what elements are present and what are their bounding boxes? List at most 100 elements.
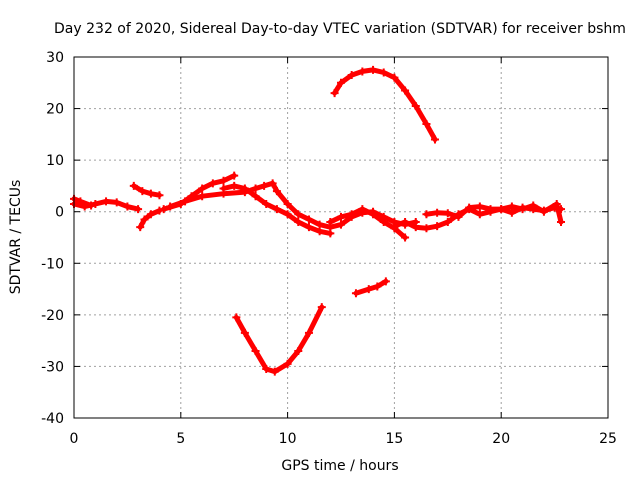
data-point <box>283 210 292 219</box>
data-series <box>70 65 566 376</box>
chart-title: Day 232 of 2020, Sidereal Day-to-day VTE… <box>54 21 626 37</box>
data-point <box>557 218 566 227</box>
data-point <box>198 192 207 201</box>
y-tick-label: -40 <box>41 411 64 427</box>
y-tick-label: 30 <box>46 50 64 66</box>
data-point <box>260 181 269 190</box>
data-point <box>475 202 484 211</box>
data-point <box>146 189 155 198</box>
data-point <box>270 367 279 376</box>
data-point <box>159 205 168 214</box>
series-arc-7 <box>219 181 335 238</box>
x-tick-label: 10 <box>279 431 297 447</box>
data-point <box>208 179 217 188</box>
data-point <box>315 227 324 236</box>
data-point <box>529 201 538 210</box>
data-point <box>330 89 339 98</box>
x-tick-label: 5 <box>176 431 185 447</box>
data-point <box>102 197 111 206</box>
x-tick-labels: 0 5 10 15 20 25 <box>70 431 617 447</box>
data-point <box>230 181 239 190</box>
data-point <box>507 202 516 211</box>
data-point <box>232 313 241 322</box>
data-point <box>146 210 155 219</box>
data-point <box>87 201 96 210</box>
data-point <box>240 184 249 193</box>
series-arc-11 <box>351 277 390 298</box>
data-point <box>351 289 360 298</box>
series-line <box>353 278 389 296</box>
data-point <box>294 210 303 219</box>
series-arc-6 <box>166 179 420 232</box>
data-point <box>401 218 410 227</box>
data-point <box>390 222 399 231</box>
data-point <box>337 78 345 87</box>
data-point <box>411 223 420 232</box>
data-point <box>358 205 367 214</box>
data-point <box>294 218 303 227</box>
data-point <box>369 210 378 219</box>
data-point <box>326 218 335 227</box>
data-point <box>304 328 313 337</box>
data-point <box>317 303 326 312</box>
axis-ticks <box>73 56 609 419</box>
plot-frame <box>73 56 609 419</box>
data-point <box>294 346 303 355</box>
data-point <box>129 181 138 190</box>
data-point <box>465 203 474 212</box>
series-line <box>167 180 419 230</box>
data-point <box>347 210 356 219</box>
data-point <box>475 210 484 219</box>
series-line <box>137 208 162 230</box>
data-point <box>373 282 382 291</box>
series-line <box>131 183 162 198</box>
data-point <box>379 68 388 77</box>
data-point <box>390 73 399 82</box>
data-point <box>76 197 85 206</box>
y-tick-label: 10 <box>46 153 64 169</box>
series-arc-10 <box>232 303 326 376</box>
y-tick-label: -20 <box>41 308 64 324</box>
data-point <box>337 220 345 229</box>
data-point <box>369 65 378 74</box>
data-point <box>136 223 145 232</box>
data-point <box>262 199 271 208</box>
y-tick-labels: -40 -30 -20 -10 0 10 20 30 <box>41 50 64 427</box>
series-arc-13 <box>422 199 566 227</box>
data-point <box>134 205 143 214</box>
data-point <box>251 192 260 201</box>
data-point <box>272 187 281 196</box>
data-point <box>315 220 324 229</box>
data-point <box>430 135 439 144</box>
data-point <box>443 209 452 218</box>
x-tick-label: 25 <box>599 431 617 447</box>
data-point <box>454 212 463 221</box>
y-tick-label: 0 <box>55 205 64 221</box>
data-point <box>219 176 228 185</box>
data-point <box>272 205 281 214</box>
data-point <box>326 229 335 238</box>
y-tick-label: -30 <box>41 359 64 375</box>
data-point <box>411 101 420 110</box>
data-point <box>401 86 410 95</box>
data-point <box>251 184 260 193</box>
data-point <box>240 328 249 337</box>
data-point <box>166 202 175 211</box>
data-point <box>219 184 228 193</box>
data-point <box>518 205 527 214</box>
data-point <box>230 171 239 180</box>
data-point <box>433 208 442 217</box>
data-point <box>401 233 410 242</box>
data-point <box>283 359 292 368</box>
data-point <box>358 67 367 76</box>
data-point <box>433 222 442 231</box>
data-point <box>268 179 277 188</box>
data-point <box>198 184 207 193</box>
data-point <box>422 120 431 129</box>
data-point <box>304 223 313 232</box>
data-point <box>364 285 373 294</box>
data-point <box>123 202 132 211</box>
data-point <box>304 215 313 224</box>
